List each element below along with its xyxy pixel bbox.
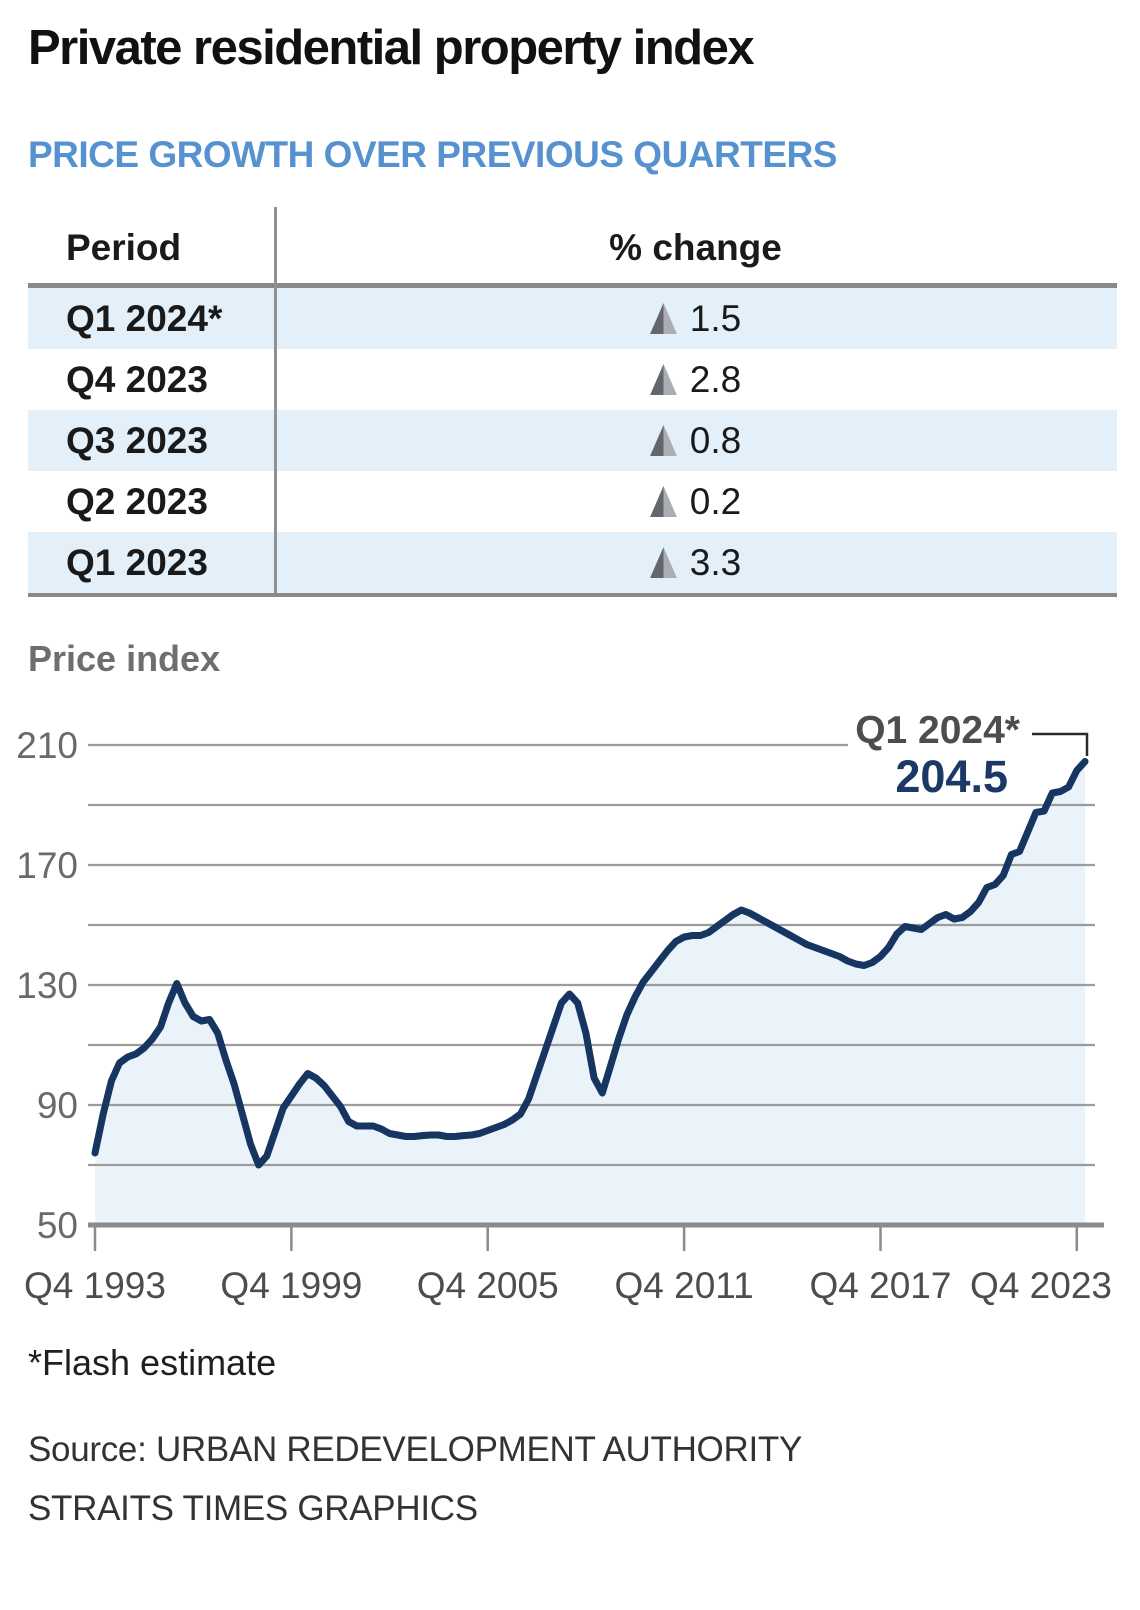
table-row: Q2 2023 0.2 — [28, 471, 1117, 532]
x-axis-label: Q4 2005 — [417, 1265, 559, 1306]
up-triangle-icon — [649, 425, 677, 456]
x-axis-label: Q4 2023 — [970, 1265, 1112, 1306]
y-axis-label: 130 — [16, 965, 78, 1006]
up-triangle-icon — [649, 547, 677, 578]
period-cell: Q4 2023 — [66, 358, 208, 400]
y-axis-label: 170 — [16, 845, 78, 886]
chart-layers: 210 170 130 90 50 Q4 1993 Q4 1999 Q4 2005 Q4 201… — [16, 725, 1112, 1306]
y-axis-label: 90 — [37, 1085, 78, 1126]
table-row: Q1 2023 3.3 — [28, 532, 1117, 593]
up-triangle-icon — [649, 486, 677, 517]
x-axis-label: Q4 2011 — [614, 1265, 753, 1306]
period-cell: Q3 2023 — [66, 419, 208, 461]
table-top-rule — [28, 283, 1117, 288]
y-axis-label: 50 — [37, 1205, 78, 1246]
table-row: Q1 2024* 1.5 — [28, 288, 1117, 349]
change-value: 3.3 — [689, 541, 742, 583]
annotation-connector — [1032, 732, 1089, 756]
change-cell: 2.8 — [274, 359, 1117, 401]
period-cell: Q1 2024* — [66, 297, 223, 339]
change-value: 1.5 — [689, 297, 742, 339]
change-cell: 0.2 — [274, 481, 1117, 523]
column-header-period: Period — [66, 227, 182, 268]
table-header-row: Period % change — [28, 205, 1117, 283]
period-cell: Q1 2023 — [66, 541, 208, 583]
annotation-value: 204.5 — [895, 751, 1008, 802]
up-triangle-icon — [649, 303, 677, 334]
x-axis-label: Q4 1999 — [220, 1265, 362, 1306]
price-growth-table: Period % change Q1 2024* 1.5 Q4 2023 2.8… — [28, 205, 1117, 597]
change-cell: 3.3 — [274, 542, 1117, 584]
index-line — [91, 758, 1089, 1169]
change-value: 0.8 — [689, 419, 742, 461]
table-bottom-rule — [28, 593, 1117, 597]
price-index-chart: 210 170 130 90 50 Q4 1993 Q4 1999 Q4 2005 Q4 201… — [16, 709, 1112, 1306]
change-cell: 0.8 — [274, 420, 1117, 462]
credit-line: STRAITS TIMES GRAPHICS — [28, 1489, 478, 1528]
change-cell: 1.5 — [274, 298, 1117, 340]
chart-y-axis-title: Price index — [28, 638, 221, 679]
change-value: 0.2 — [689, 480, 742, 522]
x-axis-label: Q4 1993 — [24, 1265, 166, 1306]
source-line: Source: URBAN REDEVELOPMENT AUTHORITY — [28, 1430, 802, 1469]
change-value: 2.8 — [689, 358, 742, 400]
area-fill — [95, 761, 1085, 1225]
column-header-change: % change — [609, 227, 782, 268]
chart-area: 210 170 130 90 50 Q4 1993 Q4 1999 Q4 2005 Q4 201… — [0, 630, 1140, 1350]
annotation-label: Q1 2024* — [855, 709, 1021, 752]
x-axis-label: Q4 2017 — [810, 1265, 952, 1306]
table-row: Q3 2023 0.8 — [28, 410, 1117, 471]
table-row: Q4 2023 2.8 — [28, 349, 1117, 410]
flash-estimate-note: *Flash estimate — [28, 1342, 277, 1383]
up-triangle-icon — [649, 364, 677, 395]
period-cell: Q2 2023 — [66, 480, 208, 522]
page-title: Private residential property index — [28, 21, 755, 75]
section-heading: PRICE GROWTH OVER PREVIOUS QUARTERS — [28, 134, 837, 175]
y-axis-label: 210 — [16, 725, 78, 766]
table-column-divider — [274, 207, 277, 593]
